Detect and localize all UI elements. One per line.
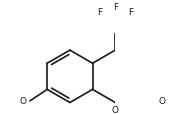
- Text: F: F: [98, 8, 103, 17]
- Text: F: F: [128, 8, 133, 17]
- Text: O: O: [158, 96, 165, 105]
- Text: O: O: [112, 105, 119, 114]
- Text: O: O: [20, 97, 27, 105]
- Text: F: F: [113, 3, 118, 12]
